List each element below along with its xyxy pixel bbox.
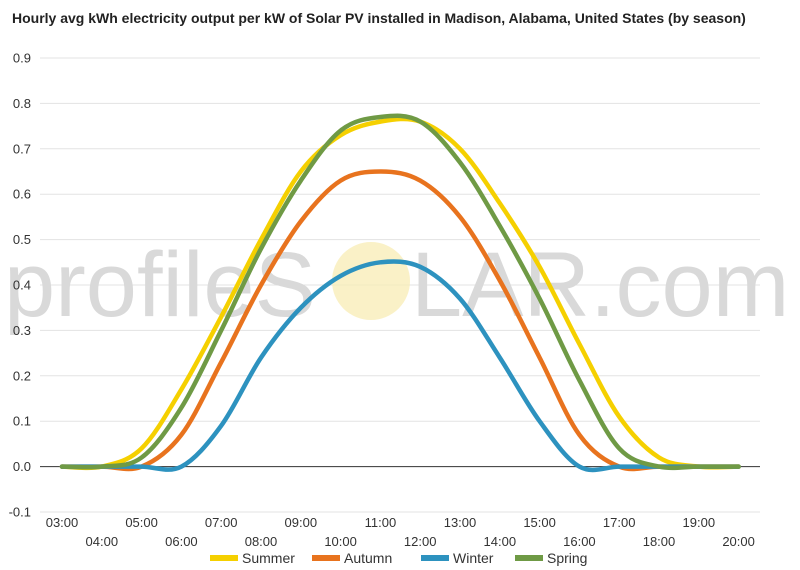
legend-swatch: [312, 555, 340, 561]
legend-swatch: [210, 555, 238, 561]
x-tick-label: 17:00: [603, 515, 636, 530]
x-tick-label: 14:00: [484, 534, 517, 549]
legend-item-summer[interactable]: Summer: [210, 550, 295, 566]
series-lines: [59, 113, 741, 473]
y-tick-label: 0.8: [13, 96, 31, 111]
series-line-winter: [59, 259, 741, 473]
watermark-sun: [332, 242, 410, 320]
legend-label: Summer: [242, 550, 295, 566]
x-tick-label: 06:00: [165, 534, 198, 549]
x-tick-label: 07:00: [205, 515, 238, 530]
x-tick-label: 18:00: [643, 534, 676, 549]
x-axis: 03:00 04:00 05:00 06:00 07:00 08:00 09:00 10:00…: [46, 515, 755, 549]
watermark-right: LAR.com: [411, 234, 789, 336]
y-tick-label: -0.1: [9, 505, 31, 520]
x-tick-label: 08:00: [245, 534, 278, 549]
legend-label: Autumn: [344, 550, 392, 566]
legend-label: Spring: [547, 550, 587, 566]
y-tick-label: 0.5: [13, 232, 31, 247]
y-axis: -0.1 0.0 0.1 0.2 0.3 0.4 0.5 0.6 0.7 0.8 0.9: [9, 51, 31, 520]
y-tick-label: 0.9: [13, 51, 31, 66]
x-tick-label: 09:00: [285, 515, 318, 530]
legend-item-autumn[interactable]: Autumn: [312, 550, 392, 566]
x-tick-label: 12:00: [404, 534, 437, 549]
y-tick-label: 0.0: [13, 459, 31, 474]
x-tick-label: 03:00: [46, 515, 79, 530]
y-tick-label: 0.6: [13, 187, 31, 202]
x-tick-label: 04:00: [86, 534, 119, 549]
legend-label: Winter: [453, 550, 494, 566]
x-tick-label: 13:00: [444, 515, 477, 530]
series-line-summer: [59, 116, 741, 471]
legend-swatch: [421, 555, 449, 561]
y-tick-label: 0.7: [13, 141, 31, 156]
x-tick-label: 16:00: [563, 534, 596, 549]
x-tick-label: 10:00: [324, 534, 357, 549]
y-tick-label: 0.2: [13, 368, 31, 383]
y-tick-label: 0.1: [13, 414, 31, 429]
legend: Summer Autumn Winter Spring: [210, 550, 587, 566]
x-tick-label: 20:00: [722, 534, 755, 549]
watermark-left: profileS: [4, 234, 316, 336]
y-tick-label: 0.4: [13, 278, 31, 293]
chart-title: Hourly avg kWh electricity output per kW…: [12, 10, 746, 26]
legend-item-winter[interactable]: Winter: [421, 550, 494, 566]
grid-lines: [40, 57, 760, 513]
x-tick-label: 15:00: [523, 515, 556, 530]
x-tick-label: 19:00: [683, 515, 716, 530]
watermark: profileS LAR.com: [4, 234, 789, 336]
series-line-spring: [59, 113, 741, 471]
legend-swatch: [515, 555, 543, 561]
x-tick-label: 11:00: [365, 515, 397, 530]
legend-item-spring[interactable]: Spring: [515, 550, 587, 566]
x-tick-label: 05:00: [125, 515, 158, 530]
y-tick-label: 0.3: [13, 323, 31, 338]
